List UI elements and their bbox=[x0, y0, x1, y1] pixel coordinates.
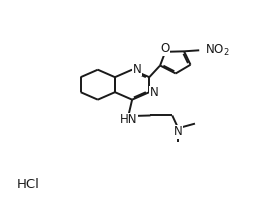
Text: N: N bbox=[174, 126, 183, 138]
Text: HN: HN bbox=[120, 113, 137, 126]
Text: O: O bbox=[161, 42, 170, 55]
Text: NO$_2$: NO$_2$ bbox=[205, 43, 229, 58]
Text: N: N bbox=[133, 62, 142, 76]
Text: HCl: HCl bbox=[16, 178, 39, 191]
Text: N: N bbox=[150, 86, 159, 99]
